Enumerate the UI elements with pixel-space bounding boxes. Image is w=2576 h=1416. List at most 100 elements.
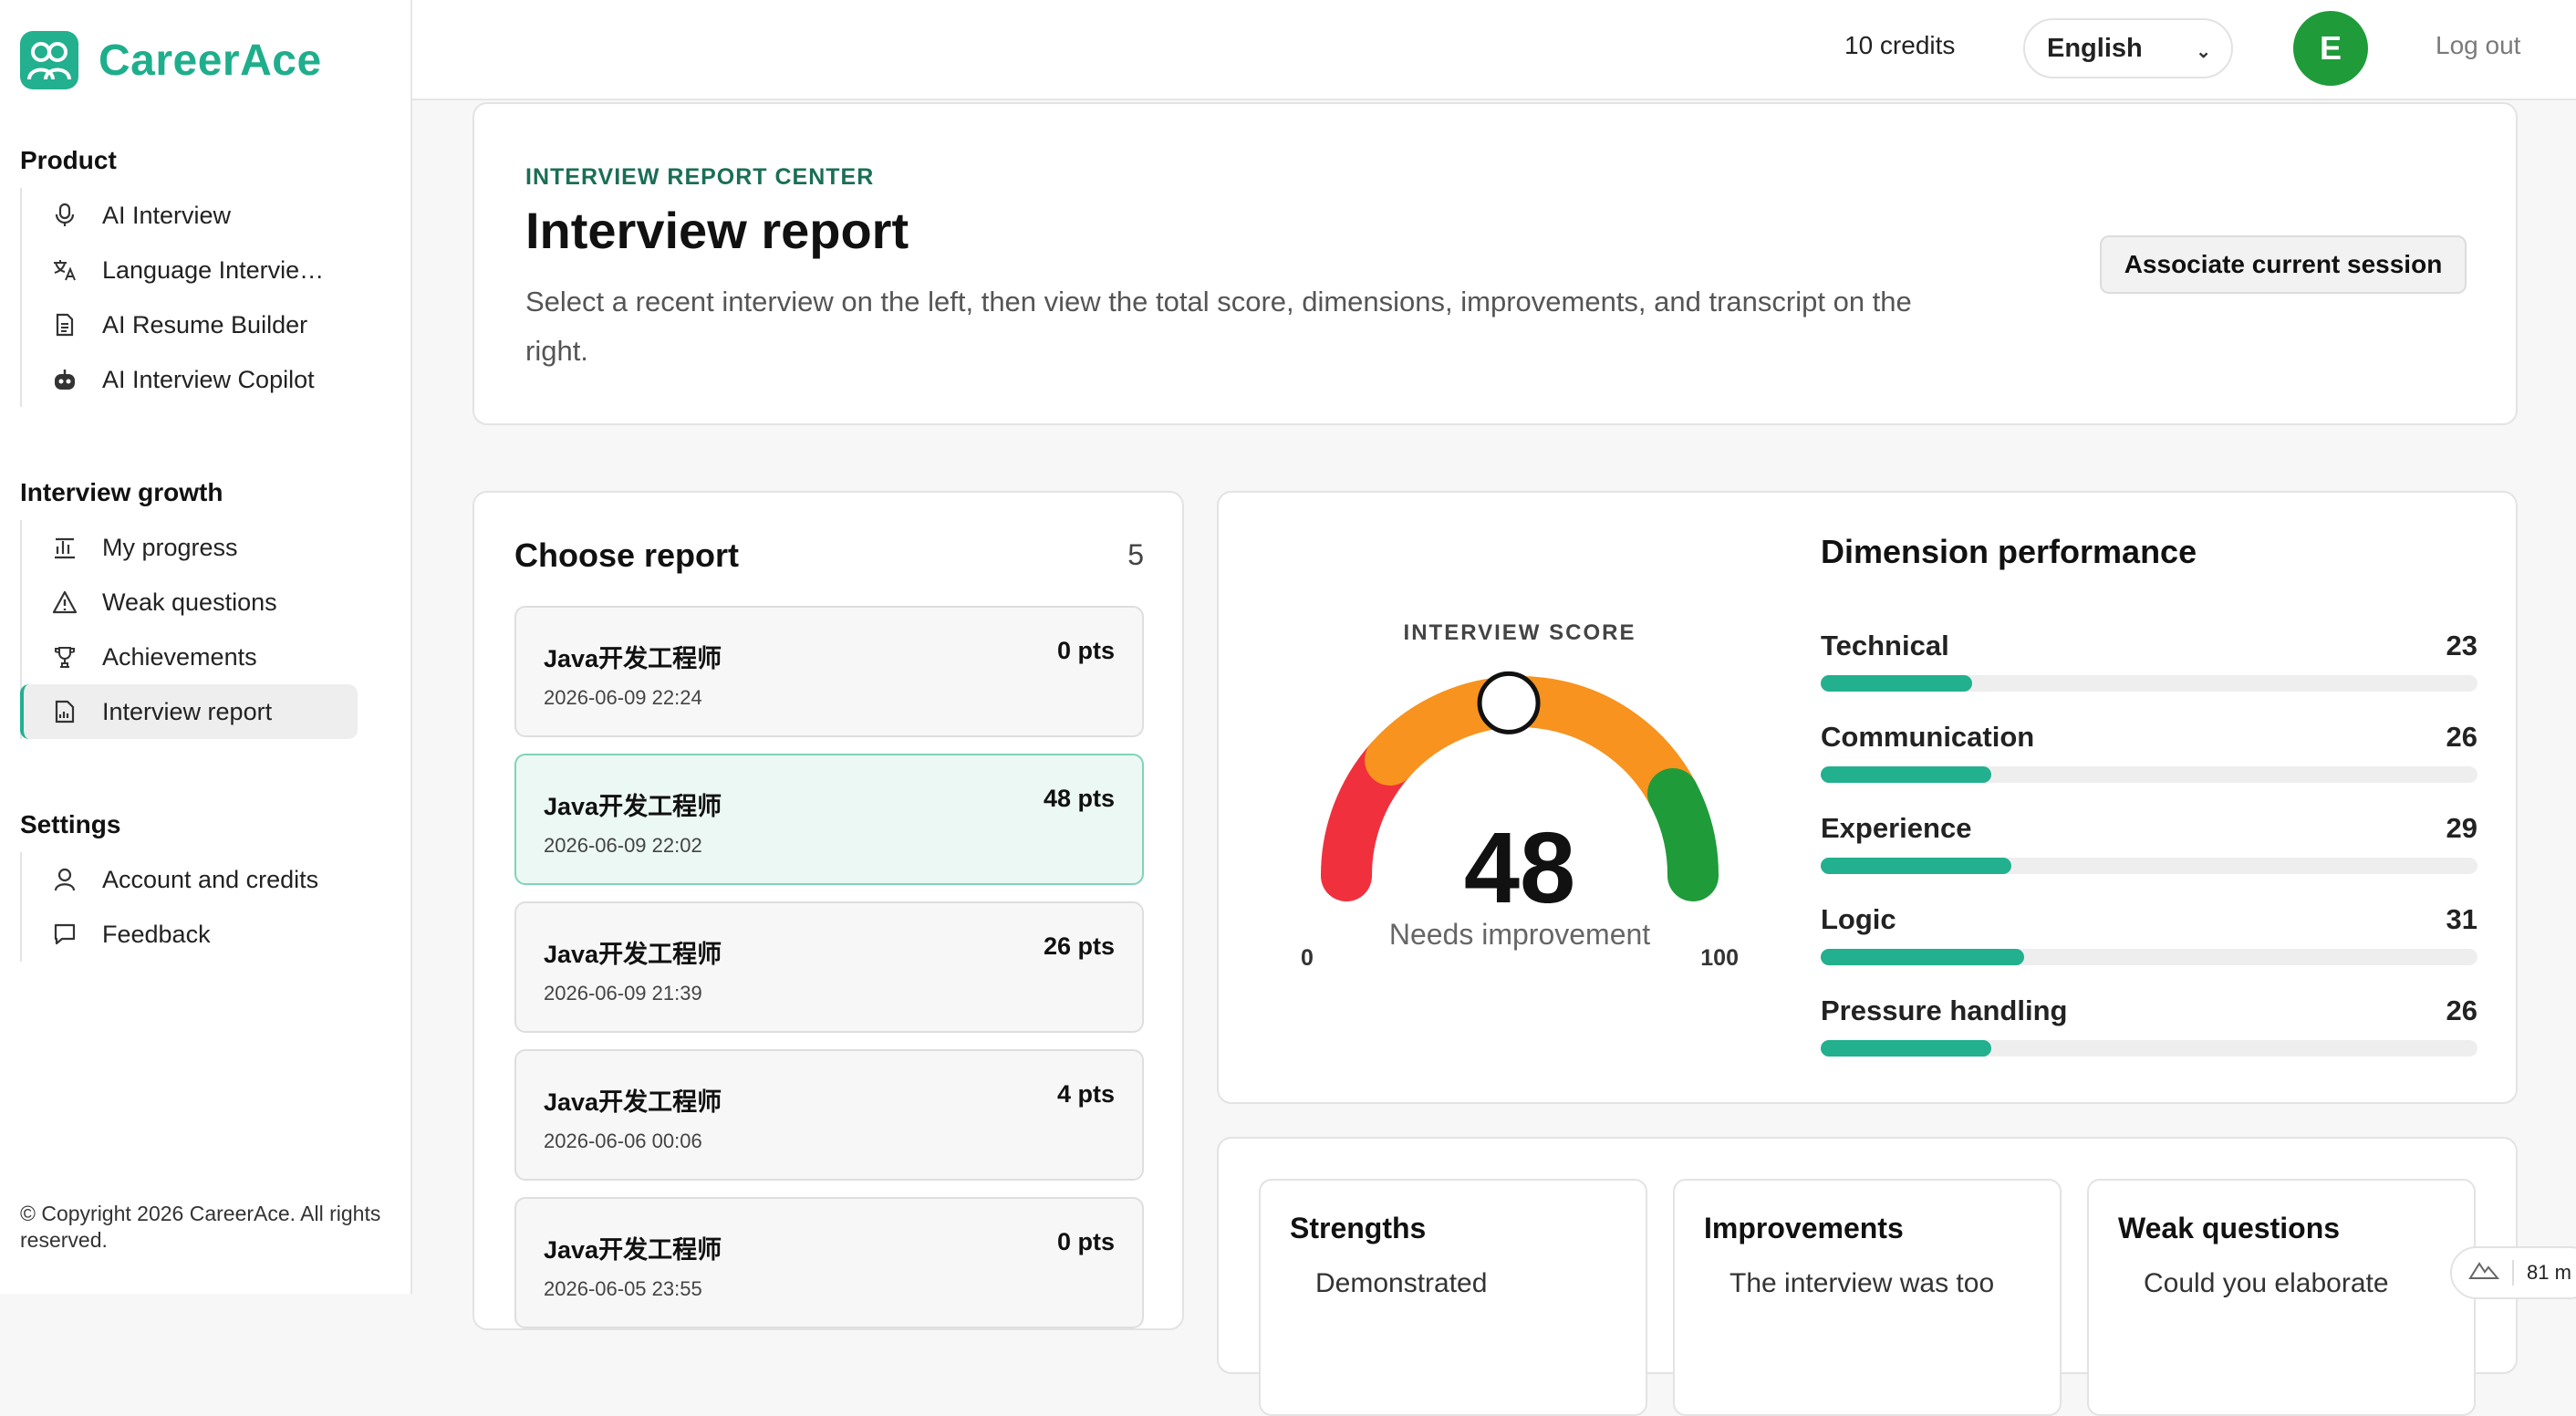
report-item-title: Java开发工程师 (544, 941, 722, 968)
credits-count: 10 credits (1844, 31, 1956, 59)
choose-report-title: Choose report (514, 536, 740, 574)
sidebar-item-language-interview[interactable]: Language Intervie… (20, 243, 358, 297)
nav-heading: Interview growth (20, 478, 223, 506)
strengths-title: Strengths (1290, 1212, 1427, 1244)
dimension-name: Experience (1821, 812, 1972, 844)
nav-section-product: Product AI Interview Language Intervie… … (20, 146, 394, 407)
report-item[interactable]: Java开发工程师 26 pts 2026-06-09 21:39 (514, 901, 1144, 1033)
improvements-text: The interview was too (1729, 1268, 1995, 1298)
language-select[interactable]: English ⌄ (2023, 18, 2233, 78)
dimension-bar (1821, 949, 2025, 965)
topbar: 10 credits English ⌄ E Log out (412, 0, 2576, 100)
report-item-title: Java开发工程师 (544, 1088, 722, 1116)
weak-questions-card: Weak questions Could you elaborate (2087, 1179, 2476, 1416)
dimension-bar (1821, 1040, 1992, 1057)
sidebar-item-ai-interview[interactable]: AI Interview (20, 188, 358, 243)
report-header-card: INTERVIEW REPORT CENTER Interview report… (473, 102, 2518, 425)
report-count: 5 (1127, 538, 1144, 571)
dimension-value: 23 (2446, 630, 2477, 661)
sidebar-item-label: AI Resume Builder (102, 310, 308, 338)
score-gauge: INTERVIEW SCORE 48 Needs improvement 0 1… (1301, 620, 1739, 1004)
translate-icon (51, 258, 78, 282)
dimension-track (1821, 858, 2477, 874)
sidebar-item-label: Feedback (102, 920, 211, 948)
dimension-track (1821, 1040, 2477, 1057)
report-item-date: 2026-06-06 00:06 (544, 1130, 702, 1152)
sidebar: CareerAce Product AI Interview Language … (0, 0, 412, 1294)
dimension-track (1821, 766, 2477, 783)
nav-section-settings: Settings Account and credits Feedback (20, 810, 394, 962)
dimension-value: 26 (2446, 994, 2477, 1026)
report-icon (51, 700, 78, 724)
sidebar-item-label: Language Intervie… (102, 255, 325, 284)
mic-icon (51, 203, 78, 228)
floating-widget[interactable]: 81 m (2450, 1246, 2576, 1299)
score-status: Needs improvement (1388, 918, 1651, 951)
dimension-bar (1821, 675, 1972, 692)
report-item-title: Java开发工程师 (544, 645, 722, 672)
nav-heading: Settings (20, 810, 121, 838)
dimension-bar (1821, 766, 1992, 783)
logout-link[interactable]: Log out (2436, 31, 2521, 59)
chat-icon (51, 922, 78, 946)
weak-questions-text: Could you elaborate (2144, 1268, 2389, 1298)
sidebar-item-ai-resume-builder[interactable]: AI Resume Builder (20, 297, 358, 352)
sidebar-item-ai-interview-copilot[interactable]: AI Interview Copilot (20, 352, 358, 407)
gauge-segment-mid (1365, 676, 1698, 819)
dimension-performance-title: Dimension performance (1821, 533, 2197, 570)
report-item[interactable]: Java开发工程师 0 pts 2026-06-09 22:24 (514, 606, 1144, 737)
report-item-points: 48 pts (1043, 785, 1115, 812)
sidebar-item-weak-questions[interactable]: Weak questions (20, 575, 358, 630)
dimension-name: Logic (1821, 903, 1896, 935)
sidebar-item-feedback[interactable]: Feedback (20, 907, 358, 962)
report-item-selected[interactable]: Java开发工程师 48 pts 2026-06-09 22:02 (514, 754, 1144, 885)
sidebar-item-label: My progress (102, 533, 238, 561)
eyebrow: INTERVIEW REPORT CENTER (525, 164, 875, 190)
page-title: Interview report (525, 202, 909, 259)
dimension-track (1821, 949, 2477, 965)
copyright: © Copyright 2026 CareerAce. All rights r… (20, 1202, 381, 1252)
choose-report-card: Choose report 5 Java开发工程师 0 pts 2026-06-… (473, 491, 1184, 1330)
report-item[interactable]: Java开发工程师 0 pts 2026-06-05 23:55 (514, 1197, 1144, 1328)
strengths-card: Strengths Demonstrated (1259, 1179, 1647, 1416)
mountain-icon (2468, 1260, 2500, 1286)
interview-score-value: 48 (1463, 812, 1576, 924)
user-icon (51, 868, 78, 891)
robot-icon (51, 368, 78, 391)
report-item-title: Java开发工程师 (544, 1236, 722, 1264)
brand[interactable]: CareerAce (20, 31, 322, 89)
sidebar-item-account-and-credits[interactable]: Account and credits (20, 852, 358, 907)
report-item-date: 2026-06-09 22:02 (544, 834, 702, 857)
divider (2512, 1260, 2514, 1286)
report-item-points: 26 pts (1043, 932, 1115, 960)
report-item-date: 2026-06-09 22:24 (544, 686, 702, 709)
weak-questions-title: Weak questions (2118, 1212, 2341, 1244)
gauge-indicator (1477, 671, 1541, 734)
warning-icon (51, 590, 78, 614)
brand-name: CareerAce (99, 36, 322, 85)
gauge-label: INTERVIEW SCORE (1403, 620, 1636, 645)
avatar[interactable]: E (2293, 11, 2368, 86)
gauge-min: 0 (1301, 945, 1314, 971)
sidebar-item-interview-report[interactable]: Interview report (20, 684, 358, 739)
dimension-name: Technical (1821, 630, 1949, 661)
chevron-down-icon: ⌄ (2196, 42, 2211, 62)
gauge-segment-high (1647, 768, 1719, 901)
page-subtitle: Select a recent interview on the left, t… (525, 286, 1912, 367)
dimension-bar (1821, 858, 2011, 874)
sidebar-item-achievements[interactable]: Achievements (20, 630, 358, 684)
improvements-card: Improvements The interview was too (1673, 1179, 2062, 1416)
improvements-title: Improvements (1704, 1212, 1904, 1244)
dimension-name: Communication (1821, 721, 2035, 753)
report-item[interactable]: Java开发工程师 4 pts 2026-06-06 00:06 (514, 1049, 1144, 1181)
report-item-date: 2026-06-09 21:39 (544, 982, 702, 1005)
sidebar-item-my-progress[interactable]: My progress (20, 520, 358, 575)
associate-session-button[interactable]: Associate current session (2100, 235, 2467, 294)
sidebar-item-label: Achievements (102, 642, 257, 671)
gauge-max: 100 (1700, 945, 1739, 971)
language-value: English (2047, 33, 2143, 63)
report-item-title: Java开发工程师 (544, 793, 722, 820)
strengths-text: Demonstrated (1315, 1268, 1488, 1298)
nav-heading: Product (20, 146, 117, 174)
trophy-icon (51, 645, 78, 669)
